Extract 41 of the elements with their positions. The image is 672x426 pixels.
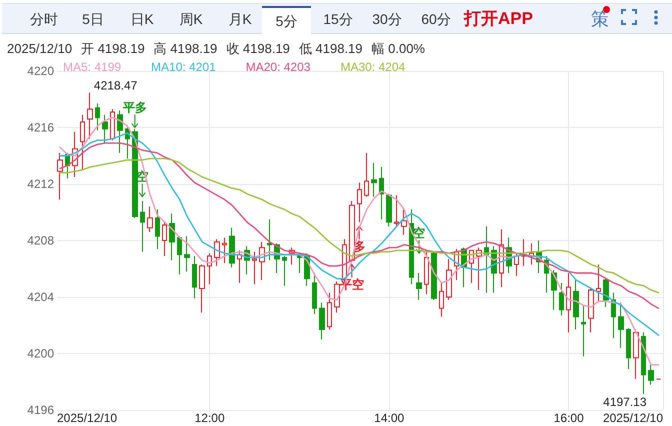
text: 幅 0.00%: [372, 41, 425, 57]
text: 高 4198.19: [154, 41, 218, 57]
line-series: [59, 116, 660, 366]
line-series: [59, 142, 660, 309]
y-tick-label: 4212: [27, 177, 54, 191]
y-tick-label: 4196: [27, 403, 54, 417]
text: 周K: [178, 10, 204, 28]
annotation: 4197.13: [603, 395, 647, 410]
y-tick-label: 4200: [27, 346, 54, 360]
text: 月K: [227, 10, 253, 28]
text: 5分: [262, 6, 311, 34]
text: 日K: [129, 10, 155, 28]
text: MA10: 4201: [151, 60, 216, 74]
x-tick-label: 2025/12/10: [57, 411, 118, 425]
text: MA20: 4203: [246, 60, 311, 74]
annotation: 4218.47: [94, 78, 138, 93]
text: 分时: [29, 10, 59, 28]
annotation: 平多: [122, 100, 147, 114]
text: MA30: 4204: [340, 60, 406, 74]
text: 开 4198.19: [81, 41, 145, 57]
line-series: [59, 158, 660, 294]
text: 低 4198.19: [298, 41, 363, 57]
text: 15分: [322, 10, 354, 28]
y-tick-label: 4220: [27, 64, 54, 78]
text: 策: [591, 8, 609, 30]
x-tick-label: 14:00: [374, 411, 405, 425]
y-tick-label: 4208: [27, 234, 54, 248]
text: 30分: [371, 10, 403, 28]
annotation: 空: [413, 226, 426, 240]
x-tick-label: 12:00: [194, 411, 225, 425]
line-series: [59, 132, 660, 336]
y-tick-label: 4204: [27, 290, 54, 304]
x-tick-label: 16:00: [554, 411, 584, 425]
y-tick-label: 4216: [27, 120, 54, 134]
text: 收 4198.19: [226, 41, 290, 57]
text: MA5: 4199: [63, 60, 122, 74]
text: 打开APP: [464, 9, 533, 29]
text: 2025/12/10: [7, 41, 72, 57]
x-tick-label: 2025/12/10: [602, 411, 664, 425]
text: 60分: [420, 10, 452, 28]
text: 5日: [81, 10, 105, 28]
